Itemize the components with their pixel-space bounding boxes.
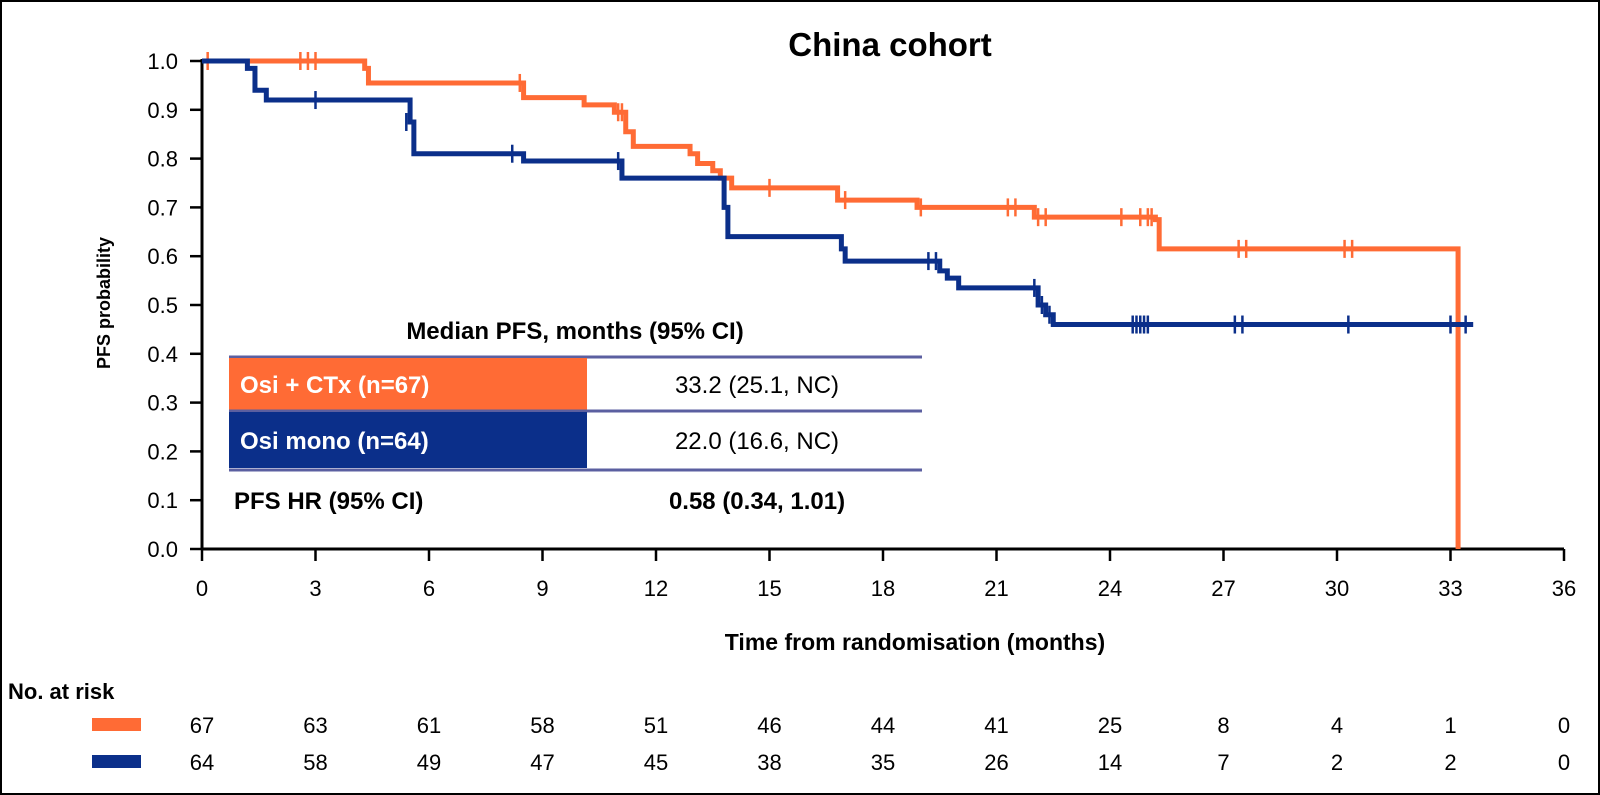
risk-value: 58 [530, 713, 554, 738]
hr-label: PFS HR (95% CI) [234, 488, 423, 515]
axes: 0.00.10.20.30.40.50.60.70.80.91.00 3 6 9 12 1… [147, 49, 1576, 601]
osi-mono-median: 22.0 (16.6, NC) [675, 428, 839, 455]
y-tick-label: 1.0 [147, 49, 178, 74]
risk-value: 45 [644, 750, 668, 775]
risk-value: 44 [871, 713, 895, 738]
y-tick-label: 0.8 [147, 147, 178, 172]
risk-value: 0 [1558, 713, 1570, 738]
risk-value: 4 [1331, 713, 1343, 738]
km-series-osi-ctx [202, 58, 1461, 549]
summary-header: Median PFS, months (95% CI) [406, 318, 743, 345]
summary-table: Median PFS, months (95% CI) Osi + CTx (n… [229, 318, 922, 515]
y-tick-label: 0.2 [147, 439, 178, 464]
risk-value: 64 [190, 750, 214, 775]
risk-value: 2 [1331, 750, 1343, 775]
risk-value: 67 [190, 713, 214, 738]
x-tick-label: 9 [536, 576, 548, 601]
x-tick-label: 21 [984, 576, 1008, 601]
risk-value: 35 [871, 750, 895, 775]
y-tick-label: 0.7 [147, 195, 178, 220]
y-tick-label: 0.4 [147, 342, 178, 367]
x-tick-label: 24 [1098, 576, 1122, 601]
x-tick-label: 30 [1325, 576, 1349, 601]
risk-value: 46 [757, 713, 781, 738]
risk-value: 49 [417, 750, 441, 775]
x-tick-label: 15 [757, 576, 781, 601]
x-tick-label: 33 [1438, 576, 1462, 601]
risk-value: 8 [1217, 713, 1229, 738]
y-tick-label: 0.1 [147, 488, 178, 513]
osi-ctx-row-label: Osi + CTx (n=67) [240, 372, 429, 399]
risk-value: 2 [1444, 750, 1456, 775]
km-curves [202, 52, 1474, 549]
y-tick-label: 0.5 [147, 293, 178, 318]
risk-table: 67 63 61 58 51 46 44 41 25 8 4 1 064 58 49 47 45 38 35 26 14… [92, 713, 1570, 775]
x-tick-label: 0 [196, 576, 208, 601]
osi-mono-row-label: Osi mono (n=64) [240, 428, 429, 455]
x-tick-label: 12 [644, 576, 668, 601]
risk-value: 38 [757, 750, 781, 775]
osi-mono-row-label-bg [229, 412, 587, 468]
osi-ctx-median: 33.2 (25.1, NC) [675, 372, 839, 399]
risk-value: 61 [417, 713, 441, 738]
x-tick-label: 36 [1552, 576, 1576, 601]
x-tick-label: 3 [309, 576, 321, 601]
risk-value: 25 [1098, 713, 1122, 738]
risk-value: 26 [984, 750, 1008, 775]
x-axis-label: Time from randomisation (months) [725, 629, 1105, 655]
risk-table-title: No. at risk [8, 679, 115, 704]
risk-value: 41 [984, 713, 1008, 738]
x-tick-label: 27 [1211, 576, 1235, 601]
y-tick-label: 0.6 [147, 244, 178, 269]
risk-row-swatch [92, 755, 141, 768]
y-tick-label: 0.9 [147, 98, 178, 123]
x-tick-label: 6 [423, 576, 435, 601]
x-tick-label: 18 [871, 576, 895, 601]
risk-value: 7 [1217, 750, 1229, 775]
osi-ctx-row-label-bg [229, 358, 587, 410]
risk-value: 51 [644, 713, 668, 738]
risk-value: 14 [1098, 750, 1122, 775]
risk-value: 1 [1444, 713, 1456, 738]
y-tick-label: 0.3 [147, 391, 178, 416]
y-tick-label: 0.0 [147, 537, 178, 562]
chart-title: China cohort [788, 26, 992, 63]
hr-value: 0.58 (0.34, 1.01) [669, 488, 845, 515]
risk-row-swatch [92, 718, 141, 731]
risk-value: 47 [530, 750, 554, 775]
risk-value: 58 [303, 750, 327, 775]
risk-value: 0 [1558, 750, 1570, 775]
y-axis-label: PFS probability [94, 237, 114, 369]
risk-value: 63 [303, 713, 327, 738]
